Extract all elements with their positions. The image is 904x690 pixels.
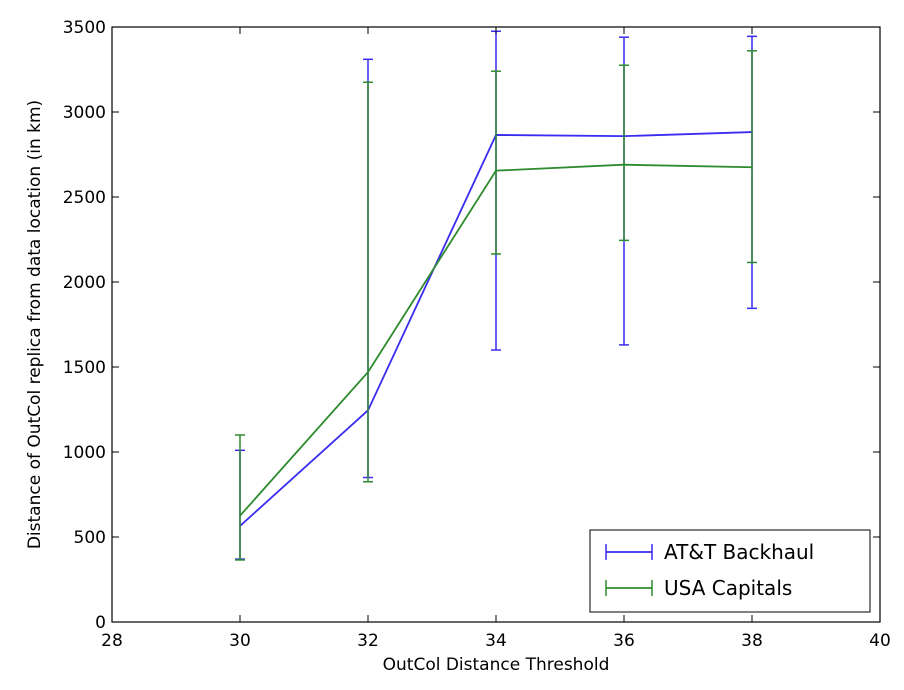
legend-label-att-backhaul: AT&T Backhaul bbox=[664, 540, 814, 564]
y-axis-label: Distance of OutCol replica from data loc… bbox=[25, 100, 45, 549]
legend-glyph-att-backhaul bbox=[605, 544, 653, 560]
y-tick-label: 1000 bbox=[63, 443, 106, 463]
legend-glyph-usa-capitals bbox=[605, 580, 653, 596]
ticks-layer: 28 30 32 34 36 38 40 0 500 1000 1500 2000 2500 3000 35… bbox=[63, 18, 891, 651]
x-axis-label: OutCol Distance Threshold bbox=[383, 655, 610, 675]
x-tick-label: 36 bbox=[613, 631, 635, 651]
y-tick-label: 3500 bbox=[63, 18, 106, 38]
x-tick-label: 34 bbox=[485, 631, 507, 651]
y-tick-label: 2500 bbox=[63, 188, 106, 208]
y-tick-label: 1500 bbox=[63, 358, 106, 378]
y-tick-label: 3000 bbox=[63, 103, 106, 123]
y-tick-label: 0 bbox=[95, 613, 106, 633]
legend: AT&T Backhaul USA Capitals bbox=[589, 529, 871, 613]
x-tick-label: 32 bbox=[357, 631, 379, 651]
y-tick-label: 500 bbox=[74, 528, 106, 548]
y-tick-label: 2000 bbox=[63, 273, 106, 293]
legend-box bbox=[589, 529, 871, 613]
x-tick-label: 30 bbox=[229, 631, 251, 651]
x-tick-label: 40 bbox=[869, 631, 891, 651]
series-line bbox=[239, 163, 753, 517]
x-tick-label: 38 bbox=[741, 631, 763, 651]
legend-entry-usa-capitals: USA Capitals bbox=[605, 576, 792, 600]
legend-entry-att-backhaul: AT&T Backhaul bbox=[605, 540, 814, 564]
series-layer bbox=[235, 30, 757, 561]
legend-label-usa-capitals: USA Capitals bbox=[664, 576, 792, 600]
x-tick-label: 28 bbox=[101, 631, 123, 651]
series-usa-capitals bbox=[235, 50, 757, 561]
